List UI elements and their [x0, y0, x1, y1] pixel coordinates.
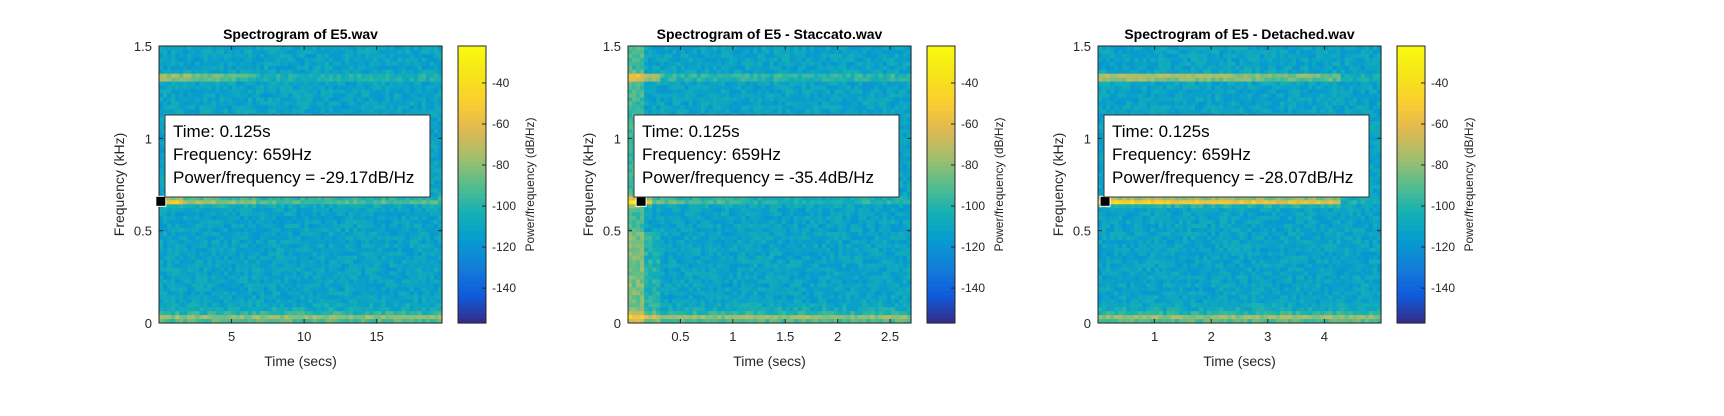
datatip-line: Frequency: 659Hz [173, 145, 312, 164]
colorbar-tick-label: -120 [1431, 240, 1455, 254]
y-tick-label: 1.5 [134, 39, 152, 54]
colorbar-label: Power/frequency (dB/Hz) [992, 117, 1006, 251]
datatip-line: Frequency: 659Hz [1112, 145, 1251, 164]
x-tick-label: 0.5 [671, 329, 689, 344]
x-tick-label: 4 [1321, 329, 1328, 344]
chart-title: Spectrogram of E5 - Staccato.wav [657, 26, 883, 42]
spectrogram-panel-2: Spectrogram of E5 - Staccato.wav 0.5 1 1.5 2… [580, 26, 1006, 369]
x-tick-label: 3 [1264, 329, 1271, 344]
spectrogram-panel-1: Spectrogram of E5.wav 5 10 15 0 0.5 1 1.5 Time (… [111, 26, 537, 369]
y-tick-label: 0.5 [134, 224, 152, 239]
datatip-marker[interactable] [155, 195, 167, 207]
y-tick-label: 0 [145, 316, 152, 331]
colorbar-tick-label: -60 [1431, 117, 1449, 131]
y-tick-label: 0 [1084, 316, 1091, 331]
y-axis-label: Frequency (kHz) [111, 133, 127, 236]
colorbar-tick-label: -80 [1431, 158, 1449, 172]
datatip-line: Power/frequency = -28.07dB/Hz [1112, 168, 1353, 187]
y-tick-label: 1 [145, 131, 152, 146]
x-axis-label: Time (secs) [1203, 353, 1276, 369]
datatip-line: Frequency: 659Hz [642, 145, 781, 164]
datatip-line: Time: 0.125s [173, 122, 271, 141]
spectrogram-panel-3: Spectrogram of E5 - Detached.wav 1 2 3 4 0 0.5… [1050, 26, 1476, 369]
colorbar-tick-label: -60 [492, 117, 510, 131]
colorbar-tick-label: -100 [1431, 199, 1455, 213]
colorbar-label: Power/frequency (dB/Hz) [523, 117, 537, 251]
x-tick-label: 1 [729, 329, 736, 344]
x-tick-label: 1.5 [776, 329, 794, 344]
colorbar-tick-label: -140 [492, 281, 516, 295]
x-tick-label: 1 [1151, 329, 1158, 344]
x-tick-label: 2 [834, 329, 841, 344]
colorbar-label: Power/frequency (dB/Hz) [1462, 117, 1476, 251]
datatip-box: Time: 0.125s Frequency: 659Hz Power/freque… [164, 114, 431, 198]
colorbar: -40 -60 -80 -100 -120 -140 Power/frequency (dB… [926, 45, 1006, 324]
colorbar-tick-label: -60 [961, 117, 979, 131]
y-axis-label: Frequency (kHz) [1050, 133, 1066, 236]
colorbar-tick-label: -100 [492, 199, 516, 213]
axes-box [627, 45, 912, 324]
y-tick-label: 0.5 [1073, 224, 1091, 239]
y-tick-label: 0.5 [603, 224, 621, 239]
axes-box [158, 45, 443, 324]
colorbar-tick-label: -100 [961, 199, 985, 213]
x-tick-label: 15 [369, 329, 383, 344]
colorbar-tick-label: -40 [961, 76, 979, 90]
colorbar-tick-label: -40 [1431, 76, 1449, 90]
x-axis-label: Time (secs) [264, 353, 337, 369]
x-tick-label: 2 [1208, 329, 1215, 344]
datatip-line: Power/frequency = -29.17dB/Hz [173, 168, 414, 187]
datatip-line: Time: 0.125s [642, 122, 740, 141]
colorbar: -40 -60 -80 -100 -120 -140 Power/frequency (dB… [1396, 45, 1476, 324]
datatip-line: Power/frequency = -35.4dB/Hz [642, 168, 874, 187]
x-axis-label: Time (secs) [733, 353, 806, 369]
datatip-marker[interactable] [635, 195, 647, 207]
y-tick-label: 1 [614, 131, 621, 146]
x-tick-label: 2.5 [881, 329, 899, 344]
colorbar-tick-label: -140 [961, 281, 985, 295]
datatip-box: Time: 0.125s Frequency: 659Hz Power/freque… [1103, 114, 1370, 198]
y-tick-label: 1.5 [1073, 39, 1091, 54]
axes-box [1097, 45, 1382, 324]
colorbar-tick-label: -140 [1431, 281, 1455, 295]
y-tick-label: 0 [614, 316, 621, 331]
y-tick-label: 1 [1084, 131, 1091, 146]
colorbar-tick-label: -120 [492, 240, 516, 254]
x-tick-label: 10 [297, 329, 311, 344]
y-axis-label: Frequency (kHz) [580, 133, 596, 236]
colorbar-tick-label: -120 [961, 240, 985, 254]
datatip-line: Time: 0.125s [1112, 122, 1210, 141]
datatip-marker[interactable] [1099, 195, 1111, 207]
x-tick-label: 5 [228, 329, 235, 344]
chart-title: Spectrogram of E5 - Detached.wav [1124, 26, 1355, 42]
colorbar-tick-label: -40 [492, 76, 510, 90]
colorbar: -40 -60 -80 -100 -120 -140 Power/frequency (dB… [457, 45, 537, 324]
y-tick-label: 1.5 [603, 39, 621, 54]
colorbar-tick-label: -80 [961, 158, 979, 172]
chart-title: Spectrogram of E5.wav [223, 26, 378, 42]
datatip-box: Time: 0.125s Frequency: 659Hz Power/freque… [633, 114, 900, 198]
colorbar-tick-label: -80 [492, 158, 510, 172]
